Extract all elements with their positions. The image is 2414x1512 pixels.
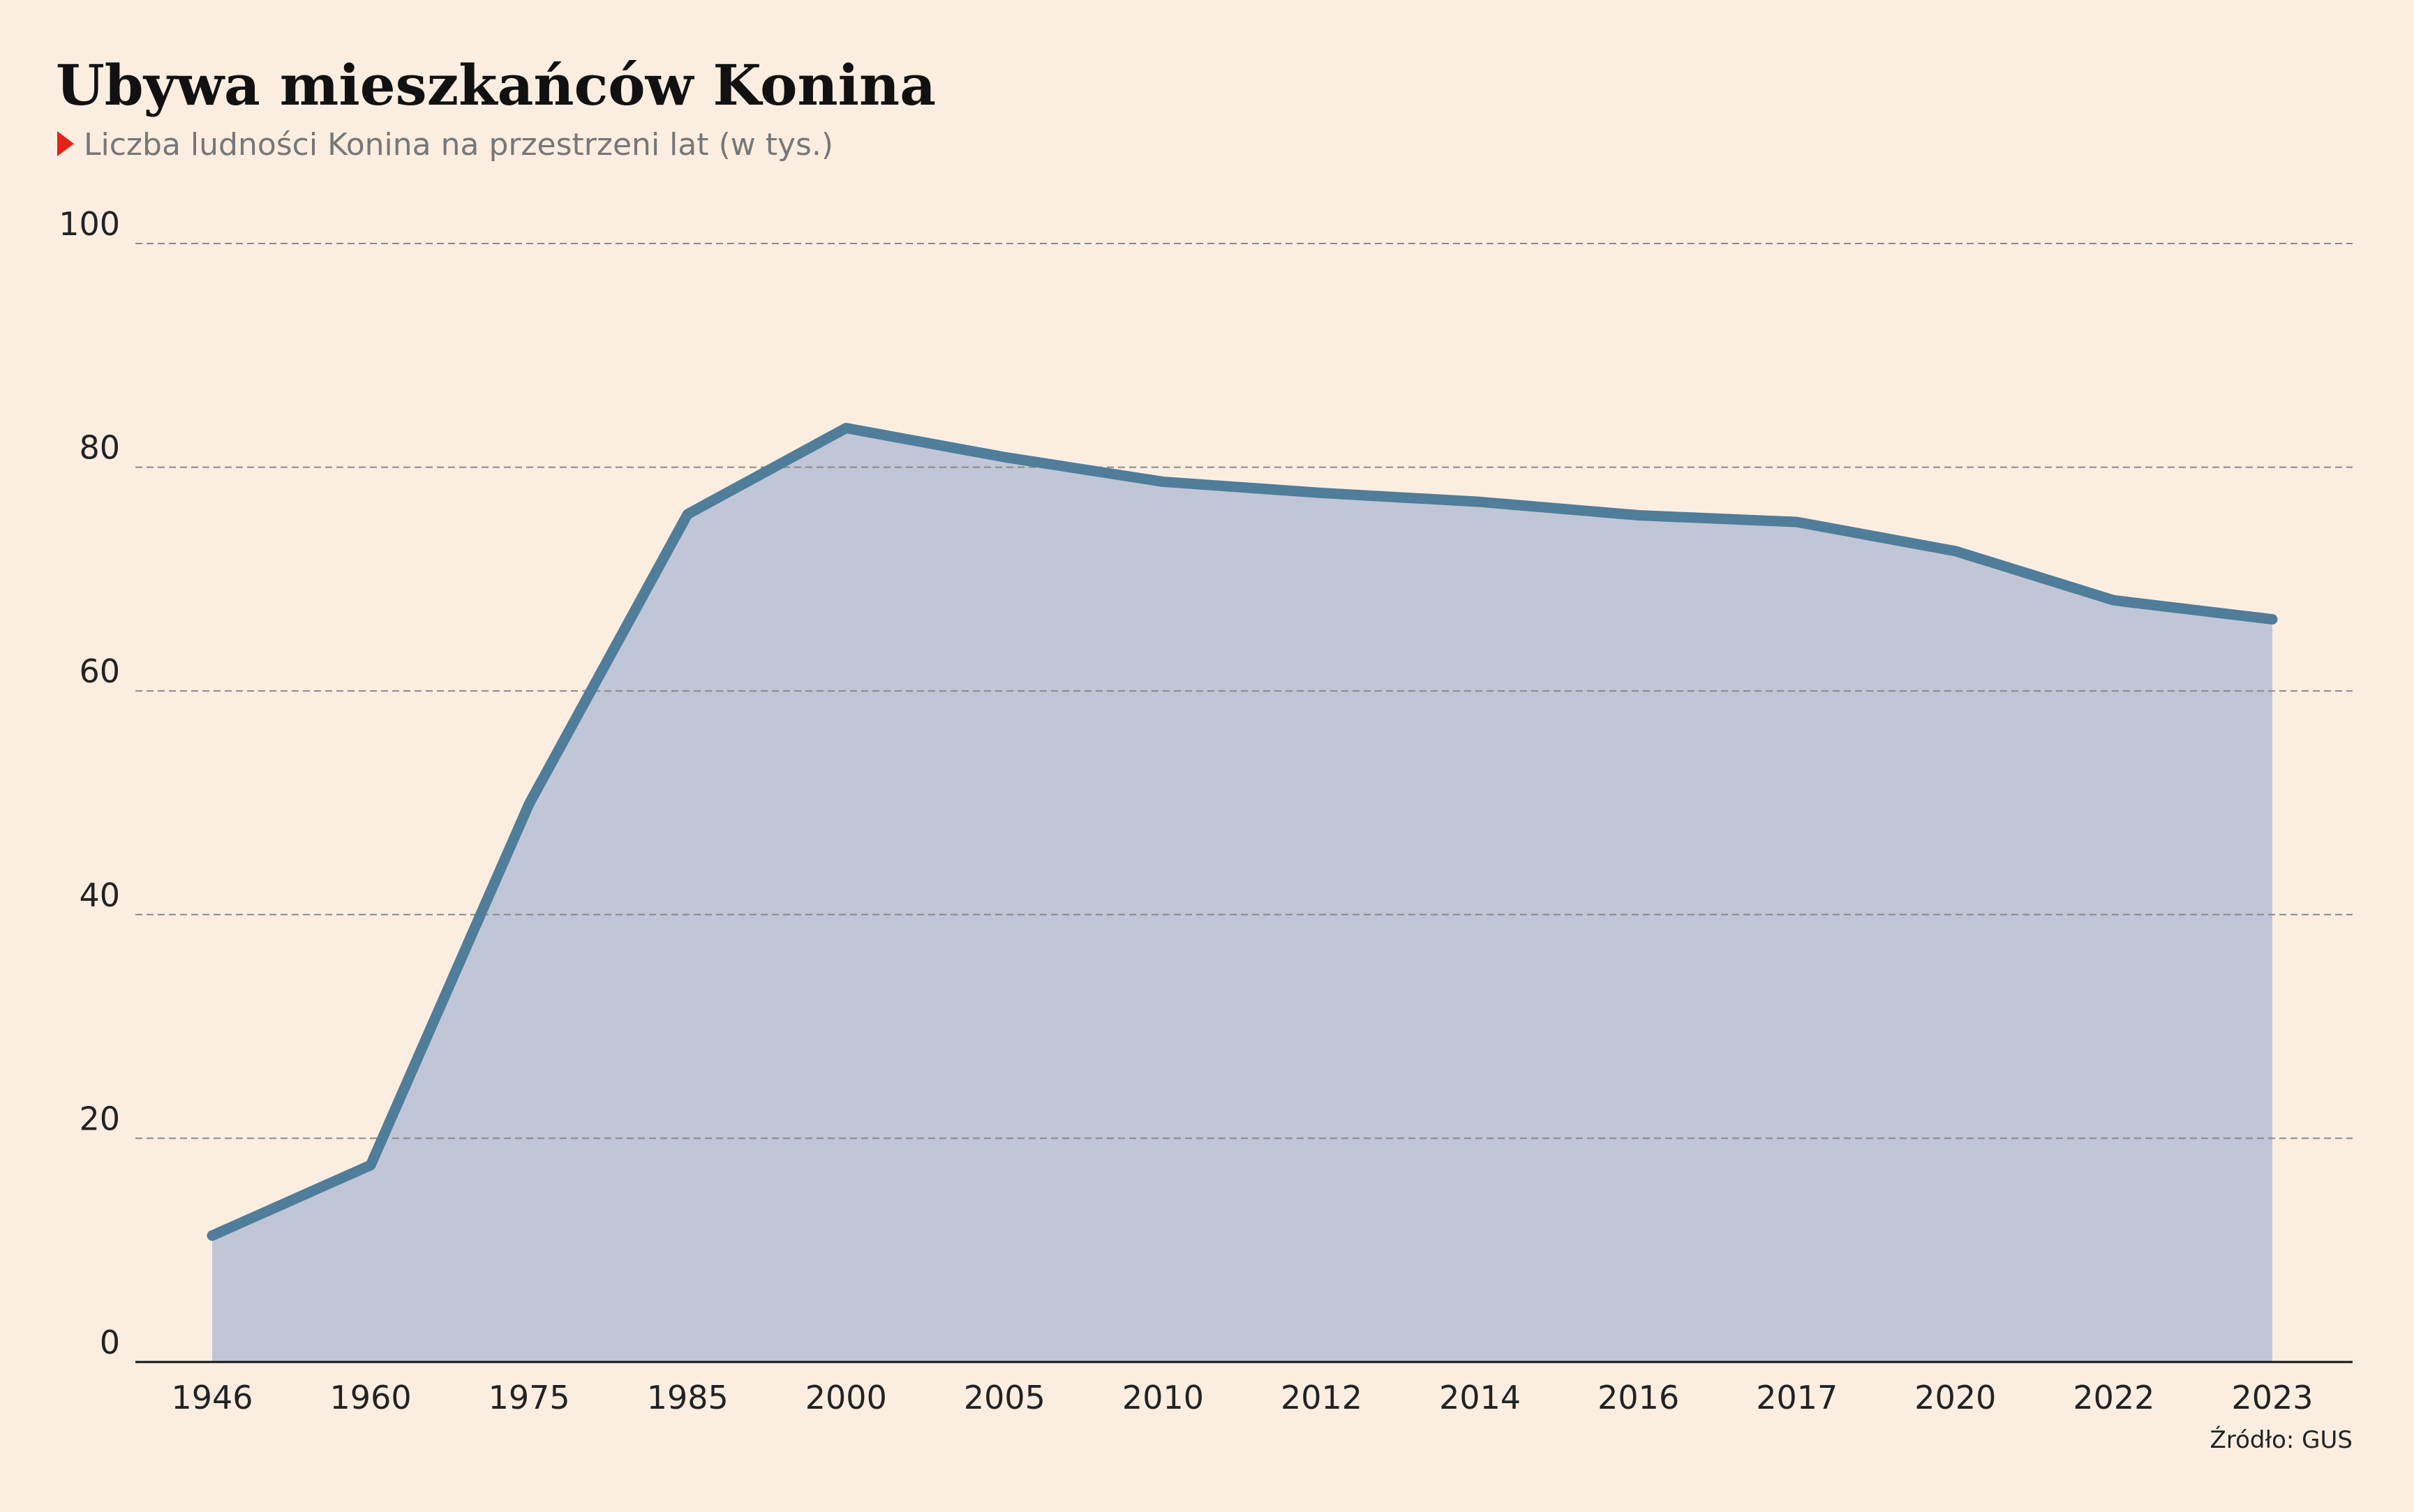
x-tick-label: 2023 bbox=[2231, 1379, 2313, 1416]
chart-subtitle: Liczba ludności Konina na przestrzeni la… bbox=[84, 127, 833, 163]
x-tick-label: 2020 bbox=[1914, 1379, 1996, 1416]
x-tick-label: 1975 bbox=[489, 1379, 570, 1416]
x-tick-label: 1946 bbox=[171, 1379, 253, 1416]
y-tick-label: 100 bbox=[59, 205, 120, 243]
y-tick-label: 20 bbox=[79, 1100, 120, 1137]
y-tick-label: 40 bbox=[79, 876, 120, 914]
x-tick-label: 2010 bbox=[1122, 1379, 1204, 1416]
chart-title: Ubywa mieszkańców Konina bbox=[56, 52, 936, 118]
y-tick-label: 80 bbox=[79, 429, 120, 467]
x-tick-label: 2016 bbox=[1597, 1379, 1679, 1416]
x-tick-label: 2005 bbox=[964, 1379, 1045, 1416]
area-fill bbox=[212, 428, 2272, 1362]
x-tick-label: 2014 bbox=[1439, 1379, 1521, 1416]
x-tick-label: 2022 bbox=[2073, 1379, 2154, 1416]
line bbox=[207, 422, 2278, 1241]
x-tick-label: 2017 bbox=[1756, 1379, 1838, 1416]
x-tick-label: 2012 bbox=[1281, 1379, 1362, 1416]
source: Źródło: GUS bbox=[2210, 1425, 2353, 1454]
x-tick-label: 1985 bbox=[647, 1379, 729, 1416]
x-tick-label: 1960 bbox=[330, 1379, 412, 1416]
y-tick-label: 0 bbox=[100, 1324, 120, 1361]
x-tick-label: 2000 bbox=[805, 1379, 887, 1416]
y-tick-label: 60 bbox=[79, 652, 120, 690]
subtitle-marker bbox=[57, 131, 74, 156]
